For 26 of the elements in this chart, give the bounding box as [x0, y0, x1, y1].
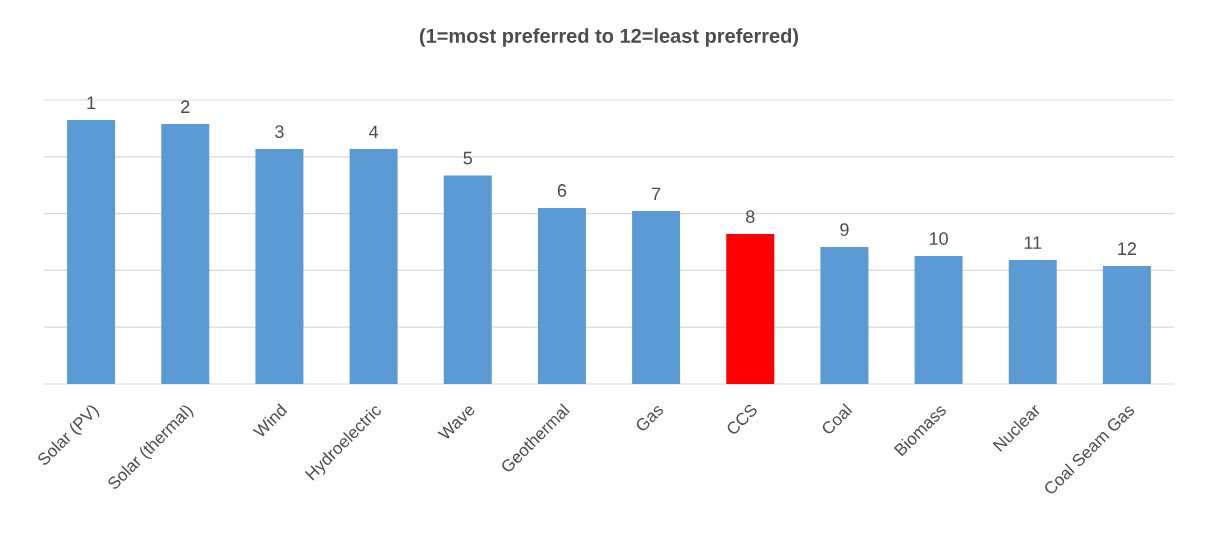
x-tick-label: Gas — [636, 406, 663, 431]
annotation: 11 — [1024, 236, 1042, 249]
bar — [914, 255, 963, 384]
bar — [537, 207, 586, 384]
annotation: 12 — [1118, 242, 1137, 255]
bar — [1102, 266, 1151, 384]
bar — [726, 234, 775, 384]
bar — [255, 149, 304, 384]
annotation: 3 — [275, 125, 284, 139]
annotation: 8 — [746, 210, 755, 224]
annotation: 9 — [840, 223, 849, 236]
annotation: 6 — [557, 184, 567, 197]
bar — [349, 149, 398, 384]
annotation: 5 — [463, 151, 473, 165]
bar — [1008, 259, 1057, 384]
annotation: 7 — [652, 187, 661, 201]
chart-title: (1=most preferred to 12=least preferred) — [419, 28, 799, 47]
bar — [443, 175, 492, 384]
annotation: 4 — [369, 125, 379, 139]
bar — [632, 211, 681, 384]
bar — [67, 120, 116, 384]
annotation: 2 — [181, 100, 190, 113]
annotation: 1 — [87, 96, 96, 109]
bar — [161, 124, 210, 384]
bar — [820, 247, 869, 384]
annotation: 10 — [929, 232, 948, 245]
